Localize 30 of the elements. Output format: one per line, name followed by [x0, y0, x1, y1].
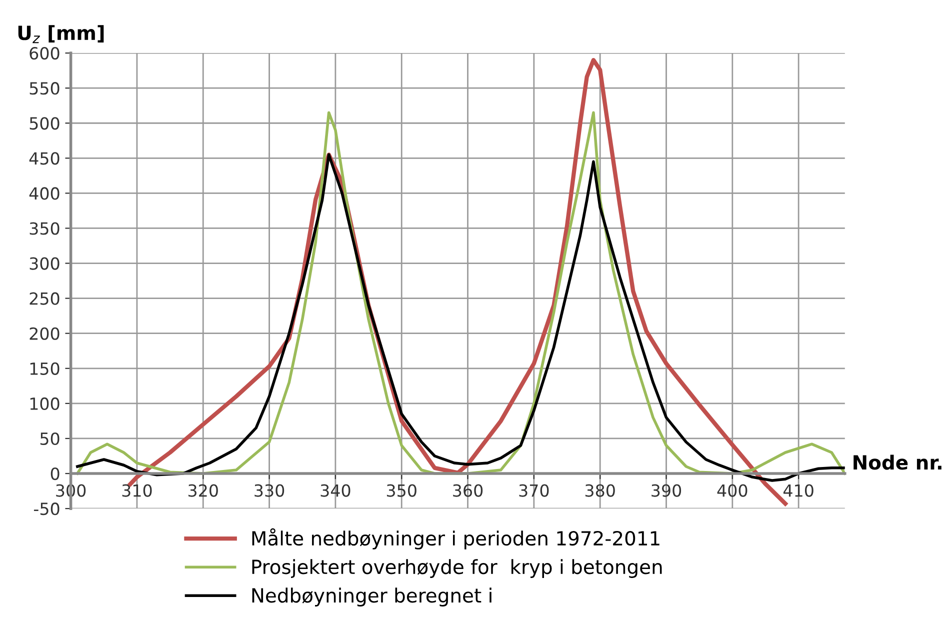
y-tick-label: 0: [50, 467, 60, 480]
x-tick-label: 410: [783, 484, 814, 497]
y-tick-label: 500: [30, 117, 60, 130]
x-tick-label: 330: [254, 484, 284, 497]
legend-label: Prosjektert overhøyde for kryp i betongen: [252, 559, 662, 578]
y-tick-label: 600: [30, 47, 60, 60]
y-axis-title: U$_{z}$ [mm]: [18, 25, 104, 44]
y-tick-label: 300: [30, 257, 60, 270]
x-tick-label: 370: [519, 484, 549, 497]
y-tick-label: 450: [29, 152, 60, 165]
x-axis-title: Node nr.: [854, 454, 942, 470]
x-tick-label: 400: [717, 484, 748, 497]
x-tick-label: 320: [188, 484, 218, 497]
y-tick-label: 350: [30, 222, 60, 235]
x-tick-label: 310: [122, 484, 152, 497]
legend-label: Målte nedbøyninger i perioden 1972-2011: [252, 528, 660, 550]
y-tick-label: 550: [30, 82, 60, 95]
y-tick-label: 250: [30, 292, 60, 305]
y-tick-label: 150: [30, 362, 60, 375]
x-tick-label: 350: [386, 484, 416, 497]
x-tick-label: 360: [453, 484, 483, 497]
x-tick-label: 340: [320, 484, 350, 497]
x-tick-label: 380: [585, 484, 615, 497]
y-tick-label: 100: [30, 397, 60, 410]
y-tick-label: 50: [40, 432, 60, 446]
x-tick-label: 390: [652, 484, 682, 497]
y-tick-label: 200: [30, 327, 60, 340]
y-tick-label: 400: [29, 187, 60, 200]
legend-label: Nedbøyninger beregnet i: [252, 588, 492, 606]
y-tick-label: -50: [34, 502, 60, 516]
